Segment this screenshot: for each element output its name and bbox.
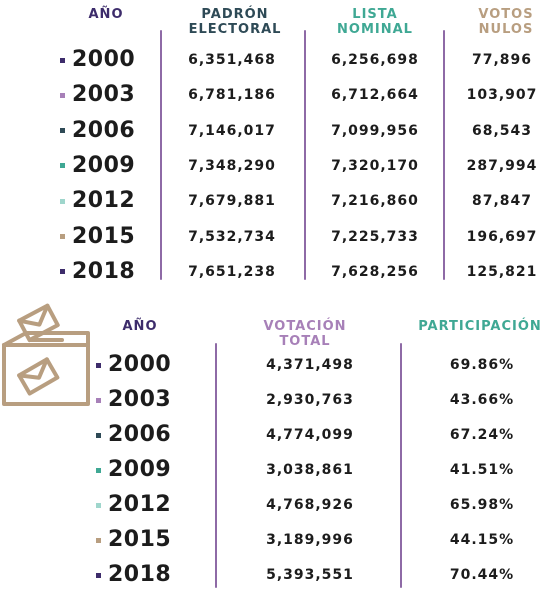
lista-cell: 7,628,256 (331, 263, 419, 280)
header-participacion: PARTICIPACIÓN (418, 319, 542, 334)
padron-cell: 7,146,017 (188, 122, 276, 139)
votacion-cell: 4,774,099 (266, 427, 354, 443)
year-cell: 2018 (108, 562, 172, 587)
year-cell: 2012 (72, 188, 136, 214)
header-votos-nulos: VOTOS NULOS (478, 7, 534, 37)
row-bullet (60, 198, 65, 204)
nulos-cell: 125,821 (466, 263, 538, 280)
row-bullet (60, 163, 65, 169)
votacion-cell: 2,930,763 (266, 392, 354, 408)
header-padron-electoral: PADRÓN ELECTORAL (188, 7, 282, 37)
participacion-cell: 65.98% (449, 497, 515, 513)
lista-cell: 7,320,170 (331, 157, 419, 174)
nulos-cell: 196,697 (466, 228, 538, 245)
header-votacion-total: VOTACIÓN TOTAL (263, 319, 347, 349)
year-cell: 2003 (72, 82, 136, 108)
year-cell: 2000 (72, 47, 136, 72)
votacion-cell: 3,038,861 (266, 462, 354, 478)
row-bullet (60, 269, 65, 275)
year-cell: 2000 (108, 352, 172, 377)
row-bullet (60, 57, 65, 63)
nulos-cell: 103,907 (466, 87, 538, 104)
ballot-box-icon (2, 303, 90, 406)
row-bullet (96, 397, 101, 403)
participacion-cell: 67.24% (449, 427, 515, 443)
nulos-cell: 68,543 (471, 122, 533, 139)
row-bullet (96, 467, 101, 473)
lista-cell: 7,099,956 (331, 122, 419, 139)
votacion-cell: 5,393,551 (266, 567, 354, 583)
padron-cell: 6,351,468 (188, 52, 276, 68)
row-bullet (96, 572, 101, 578)
votacion-cell: 4,371,498 (266, 357, 354, 373)
participacion-cell: 43.66% (449, 392, 515, 408)
participacion-cell: 69.86% (449, 357, 515, 373)
lista-cell: 7,225,733 (331, 228, 419, 245)
header-ano: AÑO (122, 319, 158, 334)
nulos-cell: 87,847 (471, 193, 533, 210)
year-cell: 2012 (108, 492, 172, 517)
votacion-cell: 3,189,996 (266, 532, 354, 548)
padron-cell: 6,781,186 (188, 87, 276, 104)
column-divider (304, 30, 306, 280)
lista-cell: 7,216,860 (331, 193, 419, 210)
year-cell: 2006 (108, 422, 172, 447)
column-divider (160, 30, 162, 280)
lista-cell: 6,256,698 (331, 52, 419, 68)
column-divider (400, 343, 402, 588)
nulos-cell: 287,994 (466, 157, 538, 174)
row-bullet (96, 537, 101, 543)
row-bullet (96, 502, 101, 508)
year-cell: 2003 (108, 387, 172, 412)
year-cell: 2015 (72, 223, 136, 249)
year-cell: 2009 (72, 152, 136, 178)
column-divider (443, 30, 445, 280)
padron-cell: 7,679,881 (188, 193, 276, 210)
year-cell: 2006 (72, 117, 136, 143)
padron-cell: 7,348,290 (188, 157, 276, 174)
padron-cell: 7,532,734 (188, 228, 276, 245)
participacion-cell: 70.44% (449, 567, 515, 583)
header-lista-nominal: LISTA NOMINAL (337, 7, 413, 37)
row-bullet (96, 432, 101, 438)
header-ano: AÑO (88, 7, 124, 22)
row-bullet (60, 92, 65, 98)
nulos-cell: 77,896 (471, 52, 533, 68)
column-divider (215, 343, 217, 588)
year-cell: 2015 (108, 527, 172, 552)
year-cell: 2009 (108, 457, 172, 482)
row-bullet (60, 234, 65, 239)
participacion-cell: 44.15% (449, 532, 515, 548)
row-bullet (60, 128, 65, 134)
lista-cell: 6,712,664 (331, 87, 419, 104)
year-cell: 2018 (72, 258, 136, 284)
row-bullet (96, 362, 101, 368)
participacion-cell: 41.51% (449, 462, 515, 478)
votacion-cell: 4,768,926 (266, 497, 354, 513)
padron-cell: 7,651,238 (188, 263, 276, 280)
